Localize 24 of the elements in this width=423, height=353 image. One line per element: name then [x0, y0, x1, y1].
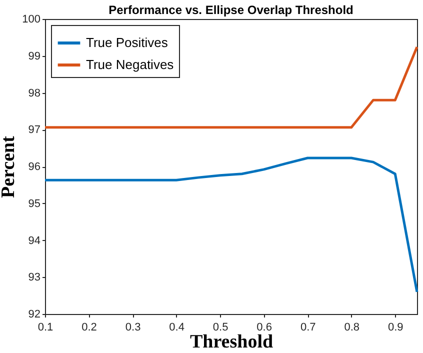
x-tick-label: 0.7 [300, 322, 316, 334]
y-tick-label: 99 [28, 50, 40, 62]
x-tick-label: 0.8 [344, 322, 360, 334]
y-axis-title: Percent [0, 135, 20, 198]
chart-title: Performance vs. Ellipse Overlap Threshold [108, 3, 354, 17]
y-tick-label: 98 [28, 87, 40, 100]
x-tick-label: 0.6 [256, 322, 272, 334]
x-axis-title: Threshold [190, 332, 274, 352]
line-series [44, 156, 418, 294]
y-tick-label: 95 [28, 198, 40, 210]
y-tick-label: 96 [28, 161, 40, 173]
y-tick-label: 93 [28, 272, 40, 284]
y-tick-label: 92 [28, 308, 40, 320]
x-tick-label: 0.2 [82, 322, 97, 334]
x-tick-label: 0.3 [125, 322, 141, 334]
x-tick-label: 0.4 [169, 322, 184, 334]
x-tick-label: 0.9 [388, 322, 404, 334]
y-tick-label: 94 [28, 234, 40, 247]
x-tick-label: 0.5 [212, 322, 228, 334]
x-tick-label: 0.1 [38, 322, 54, 334]
y-tick-label: 97 [28, 124, 40, 136]
legend-label: True Negatives [86, 57, 174, 72]
y-tick-label: 100 [22, 14, 40, 26]
legend-label: True Positives [86, 35, 168, 50]
